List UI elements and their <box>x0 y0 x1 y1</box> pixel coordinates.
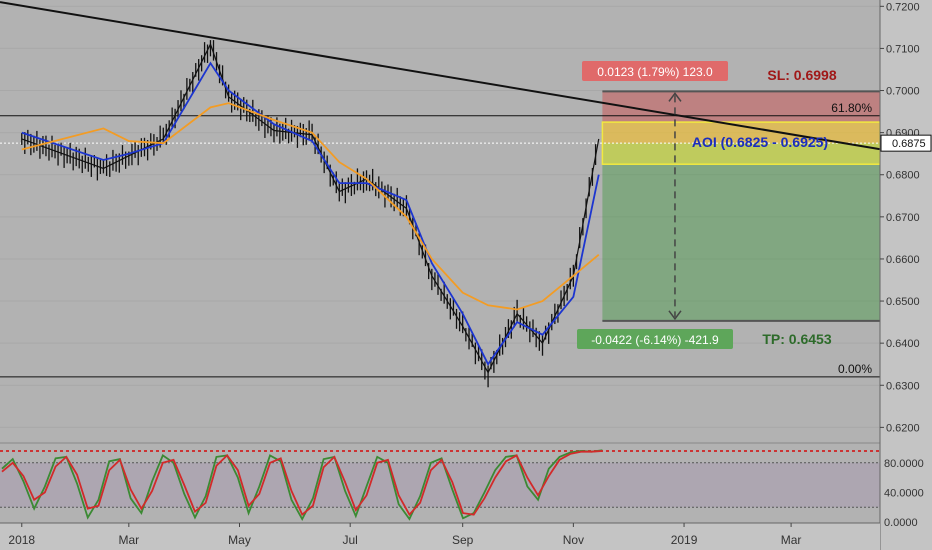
sl-label: SL: 0.6998 <box>767 67 836 83</box>
time-tick-label: 2018 <box>8 533 35 547</box>
current-price-tag: 0.6875 <box>880 134 932 152</box>
oscillator-d-line <box>1 450 603 517</box>
price-tick-label: 0.6200 <box>886 422 920 434</box>
price-tick-label: 0.6600 <box>886 254 920 266</box>
time-axis-background <box>0 523 880 550</box>
aoi-label: AOI (0.6825 - 0.6925) <box>692 134 828 150</box>
oscillator-tick-label: 80.0000 <box>884 458 924 470</box>
trend-line <box>0 1 882 151</box>
time-tick-label: Mar <box>118 533 139 547</box>
current-price-tag-label: 0.6875 <box>892 138 926 150</box>
oscillator-tick-label: 40.0000 <box>884 487 924 499</box>
price-tick-label: 0.6400 <box>886 338 920 350</box>
price-tick-label: 0.6700 <box>886 212 920 224</box>
tp-label: TP: 0.6453 <box>762 331 831 347</box>
price-tick-label: 0.7100 <box>886 43 920 55</box>
oscillator-pane <box>0 442 880 522</box>
tp-info-box: -0.0422 (-6.14%) -421.9 <box>577 329 733 349</box>
measure-arrow-head-up <box>668 92 682 102</box>
measure-arrow-head-down <box>668 310 682 321</box>
time-tick-label: 2019 <box>671 533 698 547</box>
slow-ma-line <box>21 102 600 311</box>
fib-61-8-label: 61.80% <box>831 101 872 115</box>
current-price-tag-background <box>880 134 932 152</box>
tp-info-box-label: -0.0422 (-6.14%) -421.9 <box>591 333 719 347</box>
time-tick-label: Sep <box>452 533 474 547</box>
time-tick-label: Nov <box>563 533 584 547</box>
price-tick-label: 0.6500 <box>886 296 920 308</box>
price-tick-label: 0.6300 <box>886 380 920 392</box>
price-tick-label: 0.7200 <box>886 1 920 13</box>
sl-info-box-background <box>582 61 728 81</box>
sl-info-box-label: 0.0123 (1.79%) 123.0 <box>597 65 713 79</box>
time-tick-label: Jul <box>343 533 358 547</box>
price-line <box>21 42 600 374</box>
oscillator-tick-label: 0.0000 <box>884 517 918 529</box>
time-tick-label: May <box>228 533 251 547</box>
take-profit-zone <box>602 143 880 321</box>
price-axis-background <box>880 0 932 550</box>
oscillator-k-line <box>1 449 603 521</box>
sl-info-box: 0.0123 (1.79%) 123.0 <box>582 61 728 81</box>
price-tick-label: 0.7000 <box>886 86 920 98</box>
fib-0-label: 0.00% <box>838 362 872 376</box>
price-tick-label: 0.6800 <box>886 170 920 182</box>
fast-ma-line <box>21 61 600 366</box>
plot-area <box>0 1 882 428</box>
tp-info-box-background <box>577 329 733 349</box>
time-tick-label: Mar <box>781 533 802 547</box>
